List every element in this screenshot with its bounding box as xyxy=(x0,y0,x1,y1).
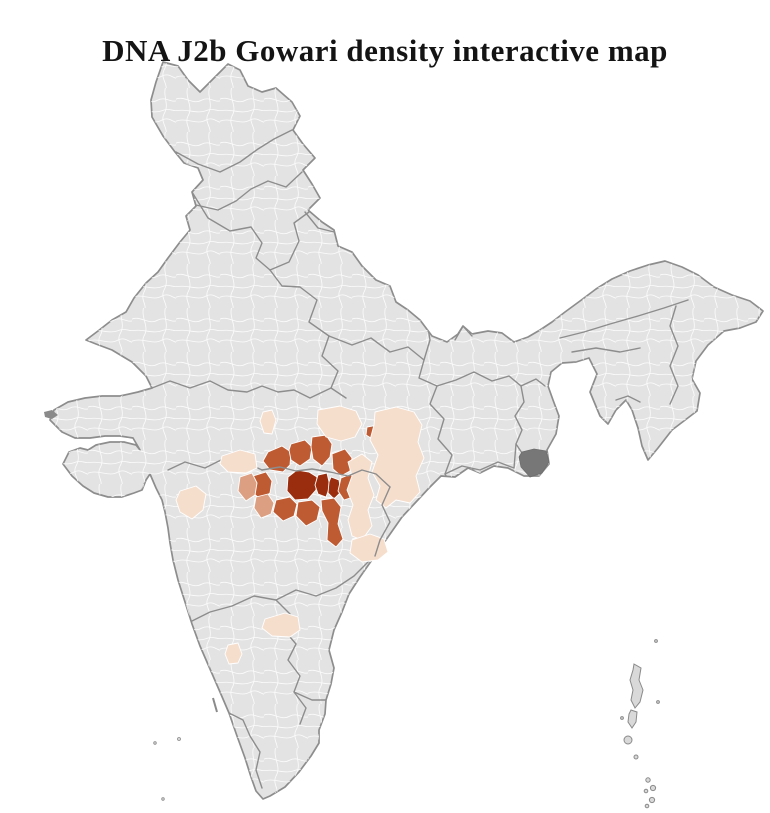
district-pale-south-2[interactable] xyxy=(224,642,243,665)
density-districts-layer xyxy=(175,405,425,665)
state-border-overlay xyxy=(261,466,391,557)
district-pale-west[interactable] xyxy=(175,485,207,520)
district-low-w[interactable] xyxy=(237,472,258,502)
district-core-2[interactable] xyxy=(314,472,331,498)
district-pale-e-mid[interactable] xyxy=(346,453,375,541)
andaman-nicobar-islands[interactable] xyxy=(620,639,660,809)
district-mid-ne[interactable] xyxy=(331,448,353,477)
district-mid-n[interactable] xyxy=(288,439,313,467)
district-pale-n-small[interactable] xyxy=(259,409,277,435)
page-title: DNA J2b Gowari density interactive map xyxy=(102,32,668,68)
state-borders xyxy=(151,129,689,789)
kerala-backwater xyxy=(212,697,218,713)
district-pale-s-band[interactable] xyxy=(349,533,389,563)
lakshadweep-islands[interactable] xyxy=(153,737,181,801)
district-pale-w-band[interactable] xyxy=(219,449,258,474)
district-mid-sw[interactable] xyxy=(272,496,298,522)
district-mid-se[interactable] xyxy=(320,497,344,548)
sundarbans-delta[interactable] xyxy=(518,448,550,478)
district-mid-s[interactable] xyxy=(295,499,321,527)
district-pale-e-big[interactable] xyxy=(369,406,425,509)
district-pale-south-1[interactable] xyxy=(261,612,301,638)
district-low-sw[interactable] xyxy=(253,493,275,519)
district-pale-n-band[interactable] xyxy=(316,405,363,442)
kutch-islet xyxy=(44,410,58,419)
